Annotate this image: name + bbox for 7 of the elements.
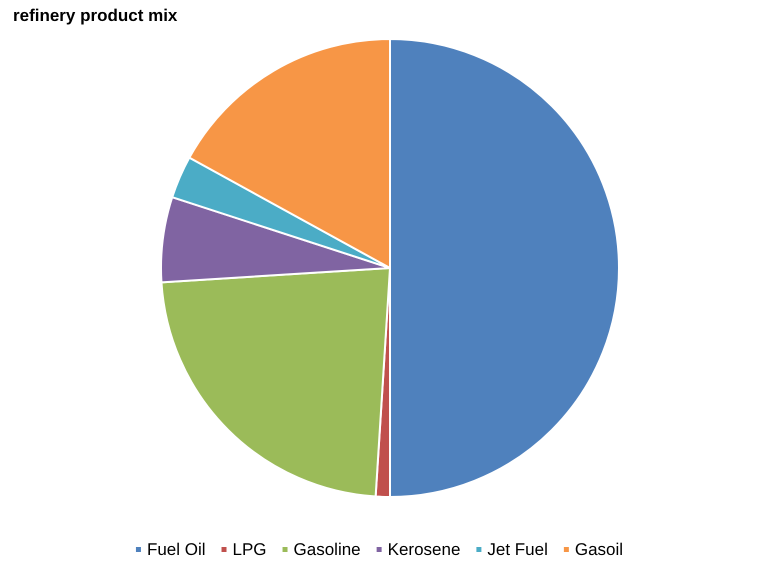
legend-label: Gasoil: [574, 540, 624, 559]
legend-label: Fuel Oil: [146, 540, 206, 559]
legend-label: LPG: [232, 540, 267, 559]
chart-title: refinery product mix: [13, 6, 178, 25]
legend-label: Gasoline: [294, 540, 361, 559]
legend-label: Jet Fuel: [487, 540, 548, 559]
legend-label: Kerosene: [388, 540, 460, 559]
